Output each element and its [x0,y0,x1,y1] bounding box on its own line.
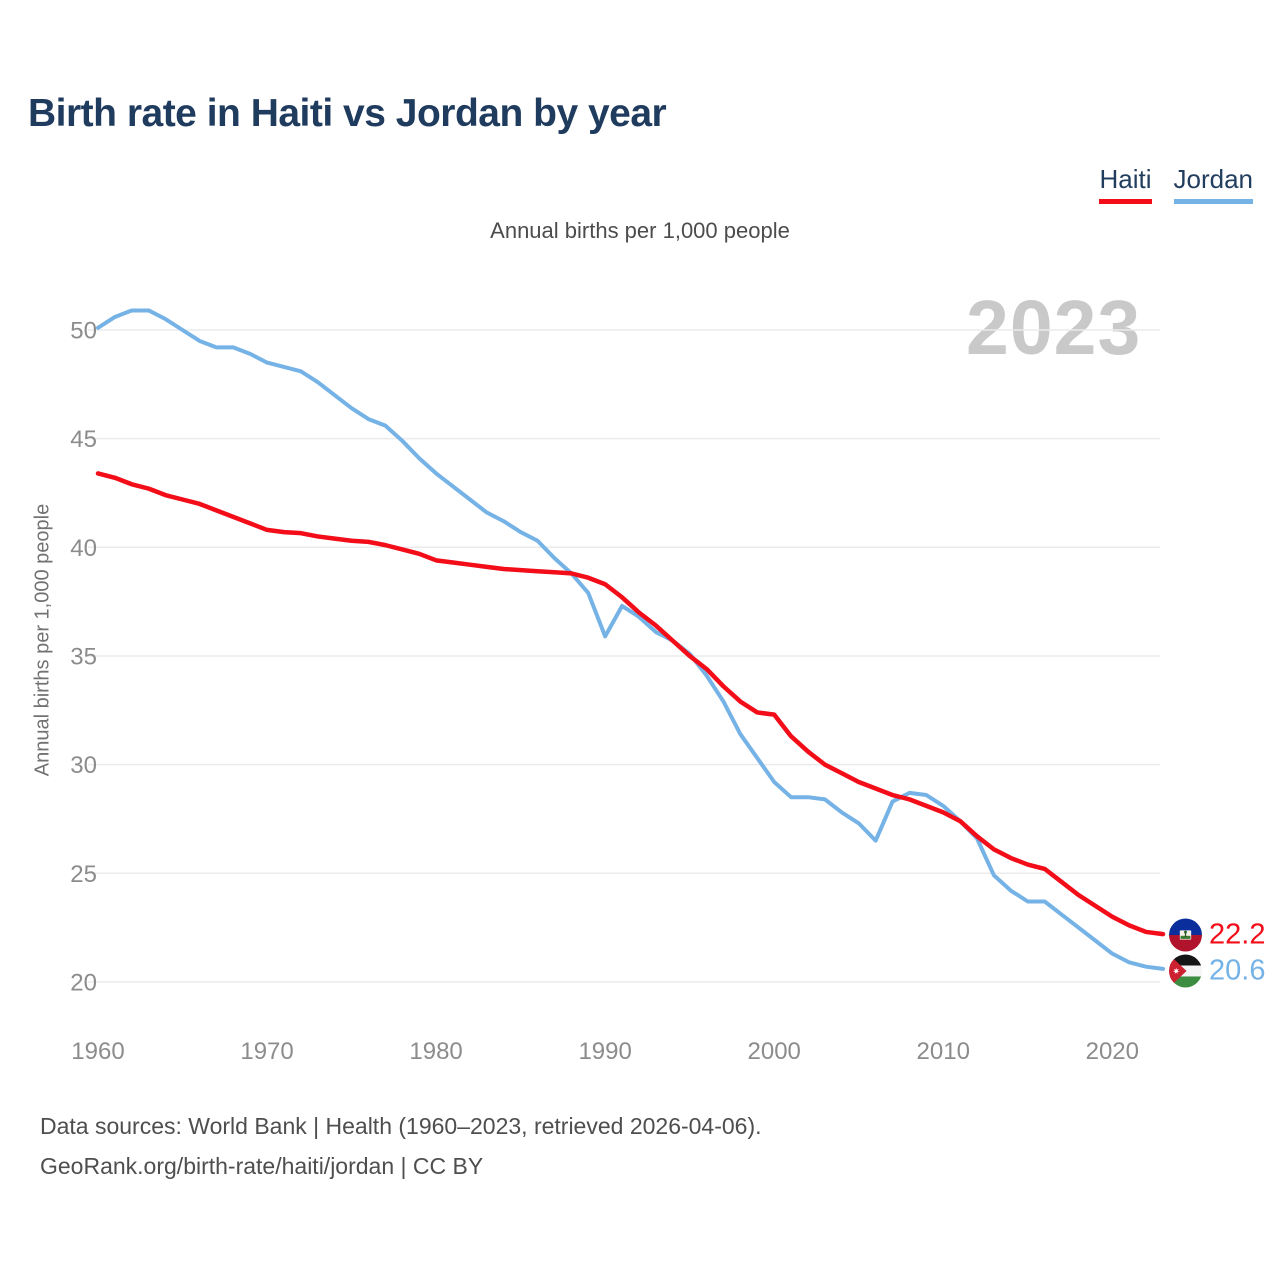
x-tick-2010: 2010 [917,1038,970,1065]
footer-data-sources: Data sources: World Bank | Health (1960–… [40,1113,762,1139]
jordan-line[interactable] [96,308,1166,971]
footer: Data sources: World Bank | Health (1960–… [40,1106,762,1186]
x-tick-1970: 1970 [240,1038,293,1065]
series-end-label-haiti: 22.2 [1169,918,1266,952]
legend-swatch-jordan-blue [1173,198,1253,204]
x-tick-1960: 1960 [71,1038,124,1065]
y-tick-45: 45 [70,426,97,453]
chart-subtitle: Annual births per 1,000 people [490,218,790,243]
legend-item-jordan[interactable]: Jordan [1173,164,1254,204]
y-tick-40: 40 [70,535,97,562]
legend-label-jordan: Jordan [1173,164,1254,194]
legend-item-haiti[interactable]: Haiti [1099,164,1152,204]
y-tick-50: 50 [70,318,97,345]
haiti-flag-icon [1169,918,1202,952]
x-tick-1990: 1990 [578,1038,631,1065]
legend-swatch-haiti-red [1099,198,1152,204]
haiti-end-value: 22.2 [1209,918,1266,951]
series-end-label-jordan: 20.6 [1169,954,1266,988]
legend-label-haiti: Haiti [1099,164,1152,194]
y-tick-25: 25 [70,861,97,888]
x-tick-2020: 2020 [1086,1038,1139,1065]
footer-attribution-link[interactable]: GeoRank.org/birth-rate/haiti/jordan | CC… [40,1153,484,1179]
y-axis-title: Annual births per 1,000 people [31,503,54,777]
x-tick-2000: 2000 [748,1038,801,1065]
y-tick-20: 20 [70,969,97,996]
jordan-flag-icon [1169,954,1202,988]
jordan-end-value: 20.6 [1209,954,1266,987]
legend: Haiti Jordan [1099,165,1253,204]
haiti-line[interactable] [95,471,1166,937]
y-tick-30: 30 [70,752,97,779]
line-chart-plot-area: 20 25 30 35 40 45 50 1960 1970 1980 1990 2000 2010 20… [70,308,1166,1065]
x-tick-1980: 1980 [409,1038,462,1065]
page-title: Birth rate in Haiti vs Jordan by year [28,92,667,135]
year-watermark: 2023 [966,285,1142,371]
y-tick-35: 35 [70,643,97,670]
